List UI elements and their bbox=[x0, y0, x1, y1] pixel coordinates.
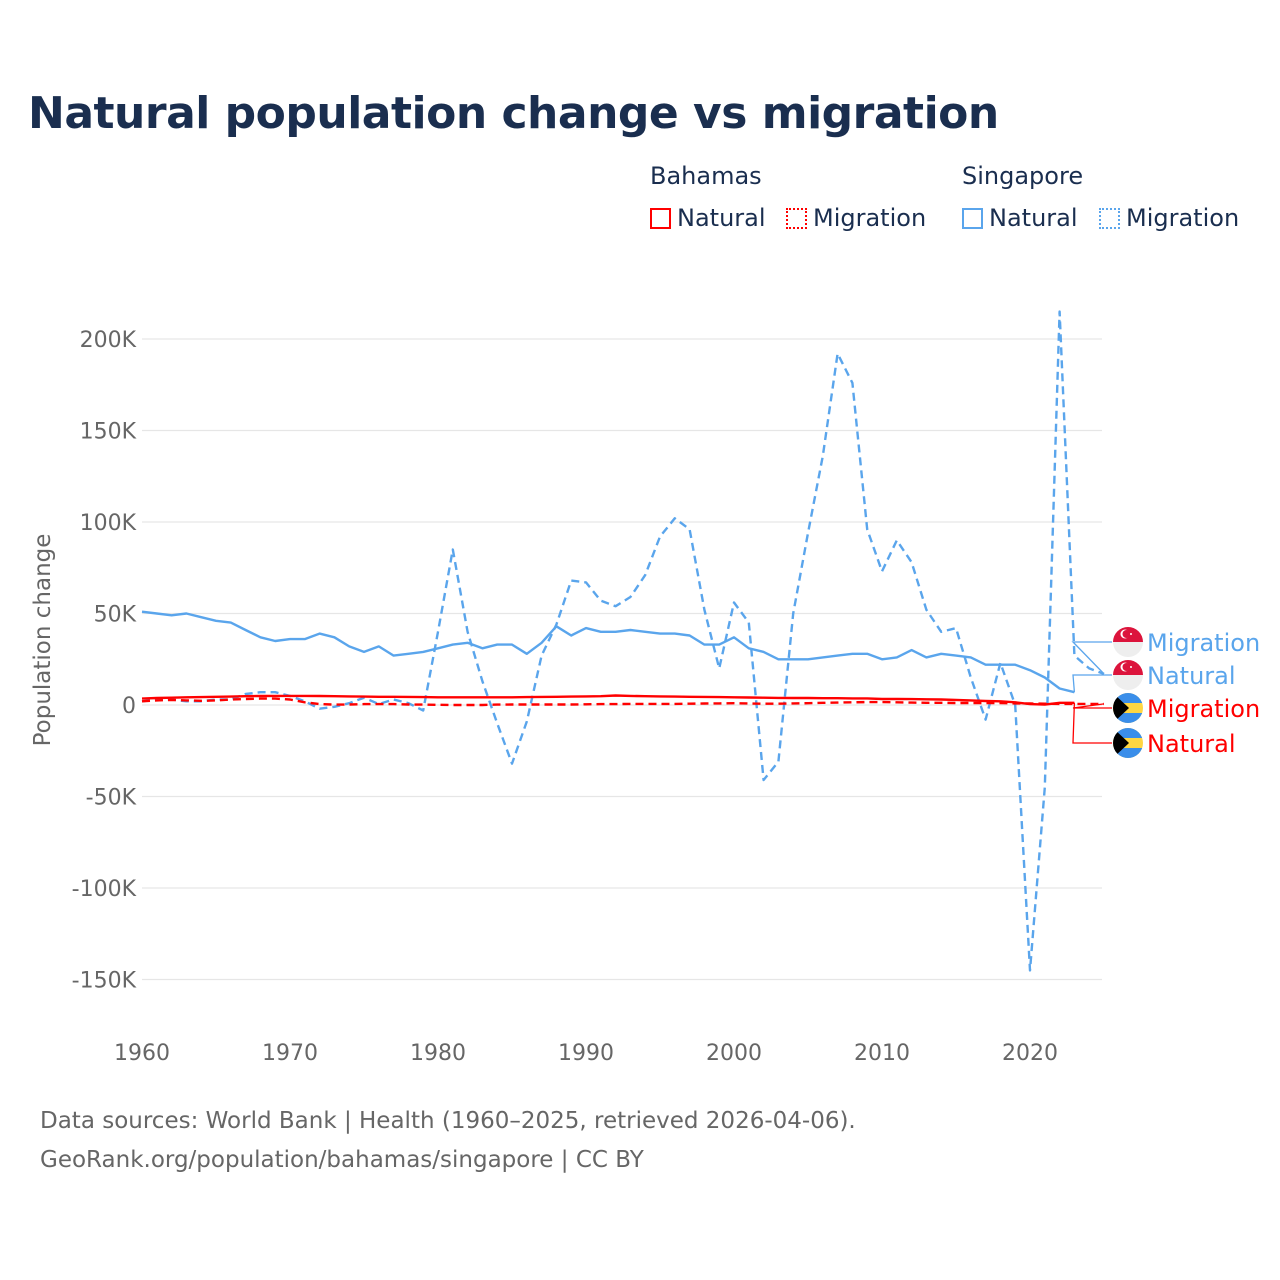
y-tick-label: 100K bbox=[80, 511, 137, 536]
legend-singapore-natural[interactable]: Natural bbox=[962, 204, 1078, 232]
y-axis-label: Population change bbox=[30, 534, 56, 747]
x-tick-label: 1970 bbox=[262, 1041, 318, 1066]
bahamas-natural-end-label: Natural bbox=[1147, 730, 1236, 758]
legend-label: Natural bbox=[989, 204, 1078, 232]
legend-bahamas-migration[interactable]: Migration bbox=[786, 204, 926, 232]
legend-label: Migration bbox=[1126, 204, 1240, 232]
end-label-connector bbox=[1072, 703, 1112, 709]
y-tick-label: 50K bbox=[94, 603, 137, 628]
legend-bahamas-natural[interactable]: Natural bbox=[650, 204, 766, 232]
x-tick-label: 1960 bbox=[114, 1041, 170, 1066]
y-tick-label: 0 bbox=[122, 694, 136, 719]
y-tick-label: 200K bbox=[80, 328, 137, 353]
legend-singapore-migration[interactable]: Migration bbox=[1099, 204, 1239, 232]
y-tick-label: -150K bbox=[72, 969, 137, 994]
y-tick-label: -50K bbox=[86, 786, 137, 811]
singapore-natural-end-label: Natural bbox=[1147, 662, 1236, 690]
footer-credit: GeoRank.org/population/bahamas/singapore… bbox=[40, 1147, 644, 1173]
legend-swatch-dotted bbox=[786, 207, 807, 229]
x-tick-label: 1980 bbox=[410, 1041, 466, 1066]
singapore-migration-end-label: Migration bbox=[1147, 629, 1260, 657]
bahamas-natural-line bbox=[141, 694, 1075, 706]
bahamas-flag-icon bbox=[1113, 728, 1143, 758]
legend-label: Migration bbox=[813, 204, 927, 232]
legend-group-bahamas: Bahamas bbox=[650, 162, 762, 190]
singapore-migration-line bbox=[141, 310, 1105, 972]
legend-swatch-dotted bbox=[1099, 207, 1120, 229]
legend-group-singapore: Singapore bbox=[962, 162, 1084, 190]
y-tick-label: 150K bbox=[80, 420, 137, 445]
y-tick-label: -100K bbox=[72, 877, 137, 902]
footer-sources: Data sources: World Bank | Health (1960–… bbox=[40, 1108, 856, 1134]
chart-title: Natural population change vs migration bbox=[28, 88, 999, 139]
end-label-connector bbox=[1072, 674, 1112, 693]
singapore-natural-line bbox=[141, 610, 1075, 694]
legend-swatch-solid bbox=[650, 207, 671, 229]
bahamas-migration-end-label: Migration bbox=[1147, 695, 1260, 723]
x-tick-label: 1990 bbox=[558, 1041, 614, 1066]
x-tick-label: 2020 bbox=[1002, 1041, 1058, 1066]
singapore-flag-icon bbox=[1113, 660, 1143, 690]
x-tick-label: 2010 bbox=[854, 1041, 910, 1066]
bahamas-migration-line bbox=[141, 697, 1104, 707]
legend-label: Natural bbox=[677, 204, 766, 232]
end-label-connector bbox=[1071, 641, 1112, 675]
bahamas-flag-icon bbox=[1113, 693, 1143, 723]
x-tick-label: 2000 bbox=[706, 1041, 762, 1066]
singapore-flag-icon bbox=[1113, 627, 1143, 657]
end-label-connector bbox=[1072, 702, 1112, 744]
legend-swatch-solid bbox=[962, 207, 983, 229]
